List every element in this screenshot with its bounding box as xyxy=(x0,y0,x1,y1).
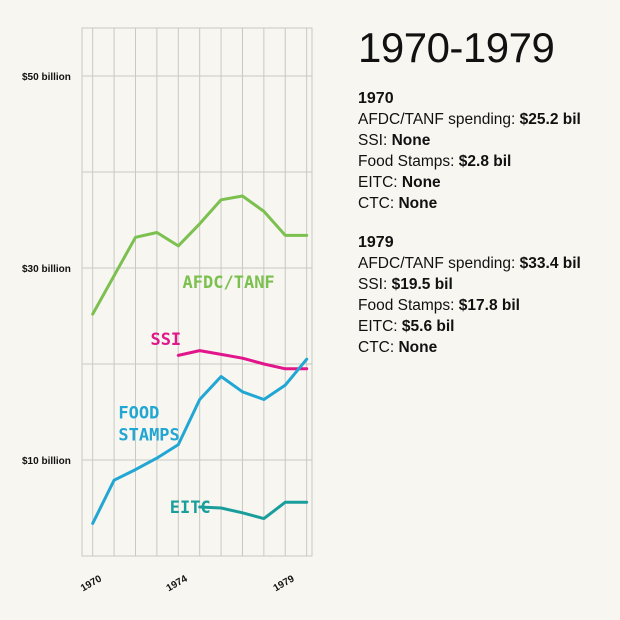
series-label-ssi: SSI xyxy=(150,330,181,350)
row-label: Food Stamps: xyxy=(358,297,459,314)
row-label: Food Stamps: xyxy=(358,153,459,170)
x-tick-label: 1970 xyxy=(79,573,104,594)
summary-panel: 1970-1979 1970 AFDC/TANF spending: $25.2… xyxy=(358,24,616,376)
series-label-line: FOOD xyxy=(118,404,159,424)
row-ctc: CTC: None xyxy=(358,337,616,358)
row-value: $19.5 bil xyxy=(391,276,453,293)
row-label: CTC: xyxy=(358,339,399,356)
series-line-food xyxy=(91,357,309,525)
row-label: AFDC/TANF spending: xyxy=(358,111,520,128)
row-value: None xyxy=(398,339,438,356)
page-title: 1970-1979 xyxy=(358,24,555,71)
row-value: $2.8 bil xyxy=(458,153,512,170)
y-tick-label: $30 billion xyxy=(22,264,71,275)
block-year: 1979 xyxy=(358,234,394,251)
row-eitc: EITC: None xyxy=(358,172,616,193)
row-label: SSI: xyxy=(358,276,392,293)
row-afdc: AFDC/TANF spending: $25.2 bil xyxy=(358,109,616,130)
summary-block-1970: 1970 AFDC/TANF spending: $25.2 bil SSI: … xyxy=(358,88,616,214)
row-label: EITC: xyxy=(358,318,402,335)
row-ssi: SSI: $19.5 bil xyxy=(358,274,616,295)
row-label: SSI: xyxy=(358,132,392,149)
series-line-eitc xyxy=(198,500,309,521)
series-label-afdc: AFDC/TANF xyxy=(183,273,275,293)
row-food-stamps: Food Stamps: $17.8 bil xyxy=(358,295,616,316)
row-ssi: SSI: None xyxy=(358,130,616,151)
row-afdc: AFDC/TANF spending: $33.4 bil xyxy=(358,253,616,274)
series-label-eitc: EITC xyxy=(170,498,211,518)
plot-frame xyxy=(81,27,313,557)
row-value: $5.6 bil xyxy=(401,318,455,335)
x-tick-label: 1974 xyxy=(165,573,190,594)
row-eitc: EITC: $5.6 bil xyxy=(358,316,616,337)
series-label-food: FOOD STAMPS xyxy=(118,404,179,446)
row-label: EITC: xyxy=(358,174,402,191)
row-value: $17.8 bil xyxy=(458,297,520,314)
summary-block-1979: 1979 AFDC/TANF spending: $33.4 bil SSI: … xyxy=(358,232,616,358)
y-tick-label: $10 billion xyxy=(22,456,71,467)
series-line-afdc xyxy=(91,194,309,316)
row-value: $33.4 bil xyxy=(519,255,581,272)
row-food-stamps: Food Stamps: $2.8 bil xyxy=(358,151,616,172)
row-value: None xyxy=(398,195,438,212)
row-label: AFDC/TANF spending: xyxy=(358,255,520,272)
row-value: None xyxy=(401,174,441,191)
row-ctc: CTC: None xyxy=(358,193,616,214)
row-label: CTC: xyxy=(358,195,399,212)
y-tick-label: $50 billion xyxy=(22,72,71,83)
series-line-ssi xyxy=(176,349,309,371)
spending-chart: $10 billion $30 billion $50 billion 1970 197… xyxy=(22,27,313,594)
x-tick-label: 1979 xyxy=(272,573,297,594)
row-value: None xyxy=(391,132,431,149)
row-value: $25.2 bil xyxy=(519,111,581,128)
block-year: 1970 xyxy=(358,90,394,107)
series-label-line: STAMPS xyxy=(118,426,179,446)
